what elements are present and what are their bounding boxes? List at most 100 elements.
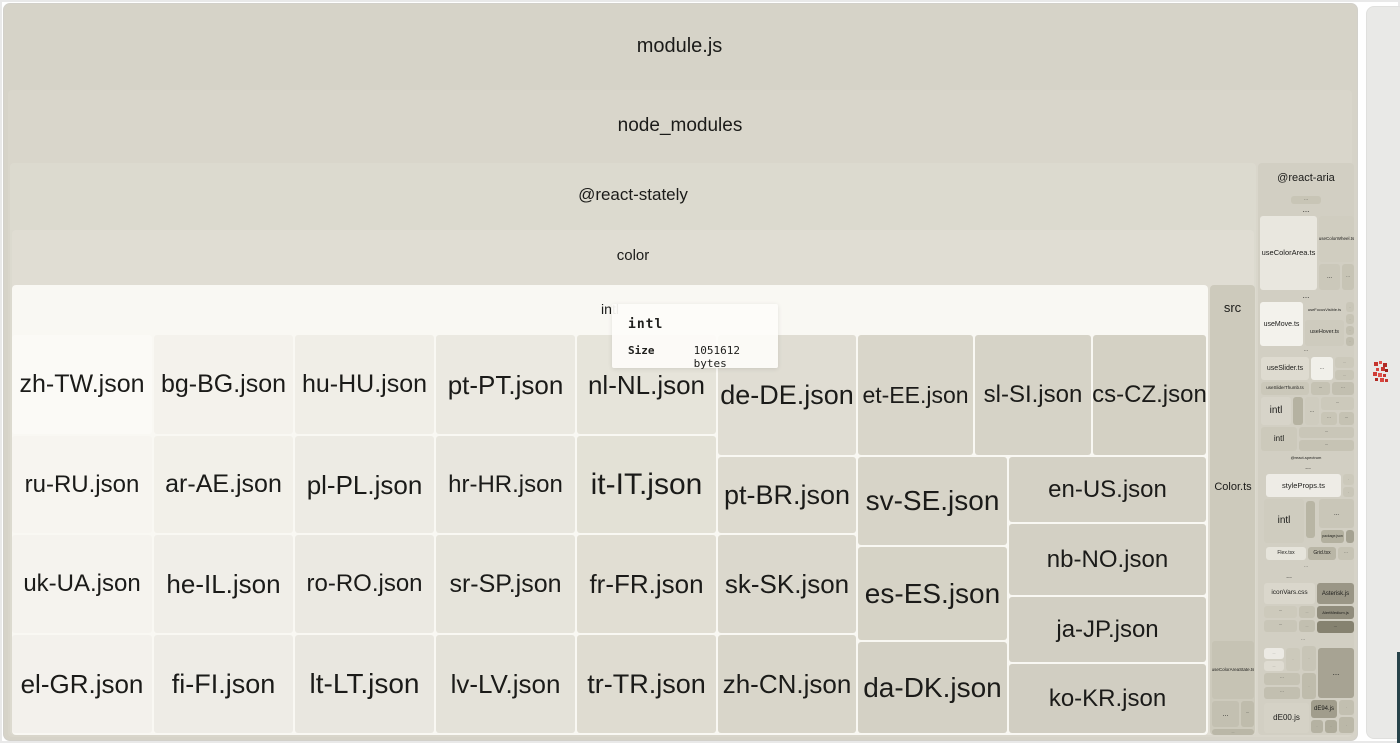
cell-hr-hr[interactable]: hr-HR.json — [436, 436, 575, 533]
cell-ru-ru[interactable]: ru-RU.json — [12, 436, 152, 533]
cell-spectrum-header[interactable]: @react-spectrum — [1276, 454, 1336, 462]
cell-grid-tsx[interactable]: Grid.tsx — [1308, 547, 1336, 560]
cell-b-w1[interactable]: ··· — [1264, 648, 1284, 659]
cell-b-c3[interactable]: ··· — [1264, 673, 1300, 685]
cell-sv-se[interactable]: sv-SE.json — [858, 457, 1007, 545]
cell-et-ee[interactable]: et-EE.json — [858, 335, 973, 455]
cell-b-c1[interactable]: · — [1286, 648, 1300, 671]
cell-b-c4[interactable]: ··· — [1264, 687, 1300, 699]
cell-bottom-header[interactable]: ··· — [1283, 636, 1323, 644]
cell-style-props[interactable]: styleProps.ts — [1266, 474, 1341, 497]
cell-intl1-r2[interactable]: ··· — [1321, 412, 1337, 425]
cell-hu-hu[interactable]: hu-HU.json — [295, 335, 434, 434]
cell-sr-sp[interactable]: sr-SP.json — [436, 535, 575, 633]
cell-alert-medium-js[interactable]: AlertMedium.js — [1317, 606, 1354, 619]
cell-aria-intl-2[interactable]: intl — [1261, 427, 1297, 451]
cell-aria-t3[interactable]: · — [1346, 326, 1354, 335]
cell-intl1-more[interactable]: ... — [1305, 397, 1319, 425]
cell-icon-vars-css[interactable]: iconVars.css — [1264, 583, 1315, 604]
cell-it-it[interactable]: it-IT.json — [577, 436, 716, 533]
cell-lt-lt[interactable]: lt-LT.json — [295, 635, 434, 733]
cell-nb-no[interactable]: nb-NO.json — [1009, 524, 1206, 595]
cell-aria-intl-1[interactable]: intl — [1261, 397, 1291, 425]
cell-b-c2[interactable]: · — [1302, 646, 1316, 671]
cell-ic-m1[interactable]: ··· — [1299, 606, 1315, 618]
cell-pkg-dark[interactable] — [1346, 530, 1354, 543]
cell-slider-s1[interactable]: ··· — [1335, 357, 1354, 368]
cell-sl-si[interactable]: sl-SI.json — [975, 335, 1091, 455]
cell-fi-fi[interactable]: fi-FI.json — [154, 635, 293, 733]
cell-aria-t2[interactable]: · — [1346, 314, 1354, 324]
cell-slider-more[interactable]: ... — [1311, 357, 1333, 380]
cell-b-c5[interactable]: · — [1302, 673, 1316, 699]
cell-uk-ua[interactable]: uk-UA.json — [12, 535, 152, 633]
cell-b-b2[interactable]: · — [1325, 720, 1337, 733]
header-module-js[interactable]: module.js — [3, 3, 1356, 85]
cell-use-move[interactable]: useMove.ts — [1260, 302, 1303, 346]
cell-ja-jp[interactable]: ja-JP.json — [1009, 597, 1206, 662]
cell-fg-r[interactable]: ··· — [1338, 547, 1354, 560]
cell-en-us[interactable]: en-US.json — [1009, 457, 1206, 522]
cell-icons-more[interactable]: ... — [1281, 572, 1297, 581]
cell-tr-tr[interactable]: tr-TR.json — [577, 635, 716, 733]
cell-pl-pl[interactable]: pl-PL.json — [295, 436, 434, 533]
cell-sk-sk[interactable]: sk-SK.json — [718, 535, 856, 633]
cell-flex-tsx[interactable]: Flex.tsx — [1266, 547, 1306, 560]
cell-use-focus-visible[interactable]: useFocusVisible.ts — [1305, 302, 1344, 318]
cell-intl2-r1[interactable]: ··· — [1299, 427, 1354, 438]
cell-aria-more-1[interactable]: ... — [1296, 205, 1316, 214]
cell-de94-js[interactable]: dE94.js — [1311, 700, 1337, 718]
cell-slider-s2[interactable]: ··· — [1335, 370, 1354, 380]
cell-icons-header[interactable]: ··· — [1283, 563, 1329, 571]
cell-use-slider[interactable]: useSlider.ts — [1261, 357, 1309, 380]
cell-de00-js[interactable]: dE00.js — [1264, 703, 1309, 733]
cell-lv-lv[interactable]: lv-LV.json — [436, 635, 575, 733]
next-page-card[interactable] — [1366, 6, 1400, 739]
cell-thumb-s2[interactable]: ··· — [1332, 382, 1354, 395]
cell-aria-intl-3[interactable]: intl — [1264, 499, 1304, 543]
cell-aria-t1[interactable]: · — [1346, 302, 1354, 312]
cell-spectrum-more[interactable]: ... — [1300, 463, 1316, 472]
cell-asterisk-js[interactable]: Asterisk.js — [1317, 583, 1354, 604]
cell-src-more-1[interactable]: ... — [1212, 701, 1239, 727]
cell-b-b4[interactable]: · — [1339, 717, 1354, 733]
cell-ic-l1[interactable]: ··· — [1264, 606, 1297, 618]
cell-src-more-2[interactable]: ··· — [1241, 701, 1254, 727]
cell-aria-more-2[interactable]: ... — [1296, 291, 1316, 300]
cell-aria-more-3[interactable]: ··· — [1296, 348, 1316, 355]
cell-package-json[interactable]: package.json — [1321, 530, 1344, 543]
cell-intl1-strip[interactable] — [1293, 397, 1303, 425]
cell-intl1-r3[interactable]: ··· — [1339, 412, 1354, 425]
cell-ko-kr[interactable]: ko-KR.json — [1009, 664, 1206, 733]
cell-use-hover[interactable]: useHover.ts — [1305, 320, 1344, 346]
cell-thumb-s1[interactable]: ··· — [1311, 382, 1330, 395]
cell-cross-medium[interactable]: ··· — [1317, 621, 1354, 633]
cell-pt-pt[interactable]: pt-PT.json — [436, 335, 575, 434]
cell-el-gr[interactable]: el-GR.json — [12, 635, 152, 733]
cell-b-w2[interactable]: ··· — [1264, 661, 1284, 671]
cell-he-il[interactable]: he-IL.json — [154, 535, 293, 633]
cell-intl3-strip[interactable] — [1306, 501, 1315, 538]
cell-intl3-more[interactable]: ... — [1319, 499, 1354, 528]
cell-zh-cn[interactable]: zh-CN.json — [718, 635, 856, 733]
cell-intl1-r1[interactable]: ··· — [1321, 397, 1354, 410]
cell-pt-br[interactable]: pt-BR.json — [718, 457, 856, 533]
cell-ar-ae[interactable]: ar-AE.json — [154, 436, 293, 533]
cell-src-more-3[interactable]: ··· — [1212, 729, 1254, 735]
cell-b-dark[interactable]: ... — [1318, 648, 1354, 698]
cell-intl2-r2[interactable]: ··· — [1299, 440, 1354, 451]
cell-use-color-area-state[interactable]: useColorAreaState.ts — [1212, 641, 1254, 699]
cell-aria-box-2[interactable]: ··· — [1342, 264, 1354, 290]
cell-fr-fr[interactable]: fr-FR.json — [577, 535, 716, 633]
cell-use-color-area[interactable]: useColorArea.ts — [1260, 216, 1317, 290]
cell-use-color-wheel[interactable]: useColorWheel.ts — [1319, 216, 1354, 262]
cell-ic-m2[interactable]: ··· — [1299, 620, 1315, 632]
cell-sp-t1[interactable]: · — [1343, 474, 1354, 485]
cell-aria-box-1[interactable]: ... — [1319, 264, 1340, 290]
cell-b-b1[interactable]: · — [1311, 720, 1323, 733]
cell-cs-cz[interactable]: cs-CZ.json — [1093, 335, 1206, 455]
cell-use-slider-thumb[interactable]: useSliderThumb.ts — [1261, 382, 1309, 395]
cell-da-dk[interactable]: da-DK.json — [858, 642, 1007, 733]
cell-aria-tinybar[interactable]: ··· — [1291, 196, 1321, 204]
cell-ic-l2[interactable]: ··· — [1264, 620, 1297, 632]
